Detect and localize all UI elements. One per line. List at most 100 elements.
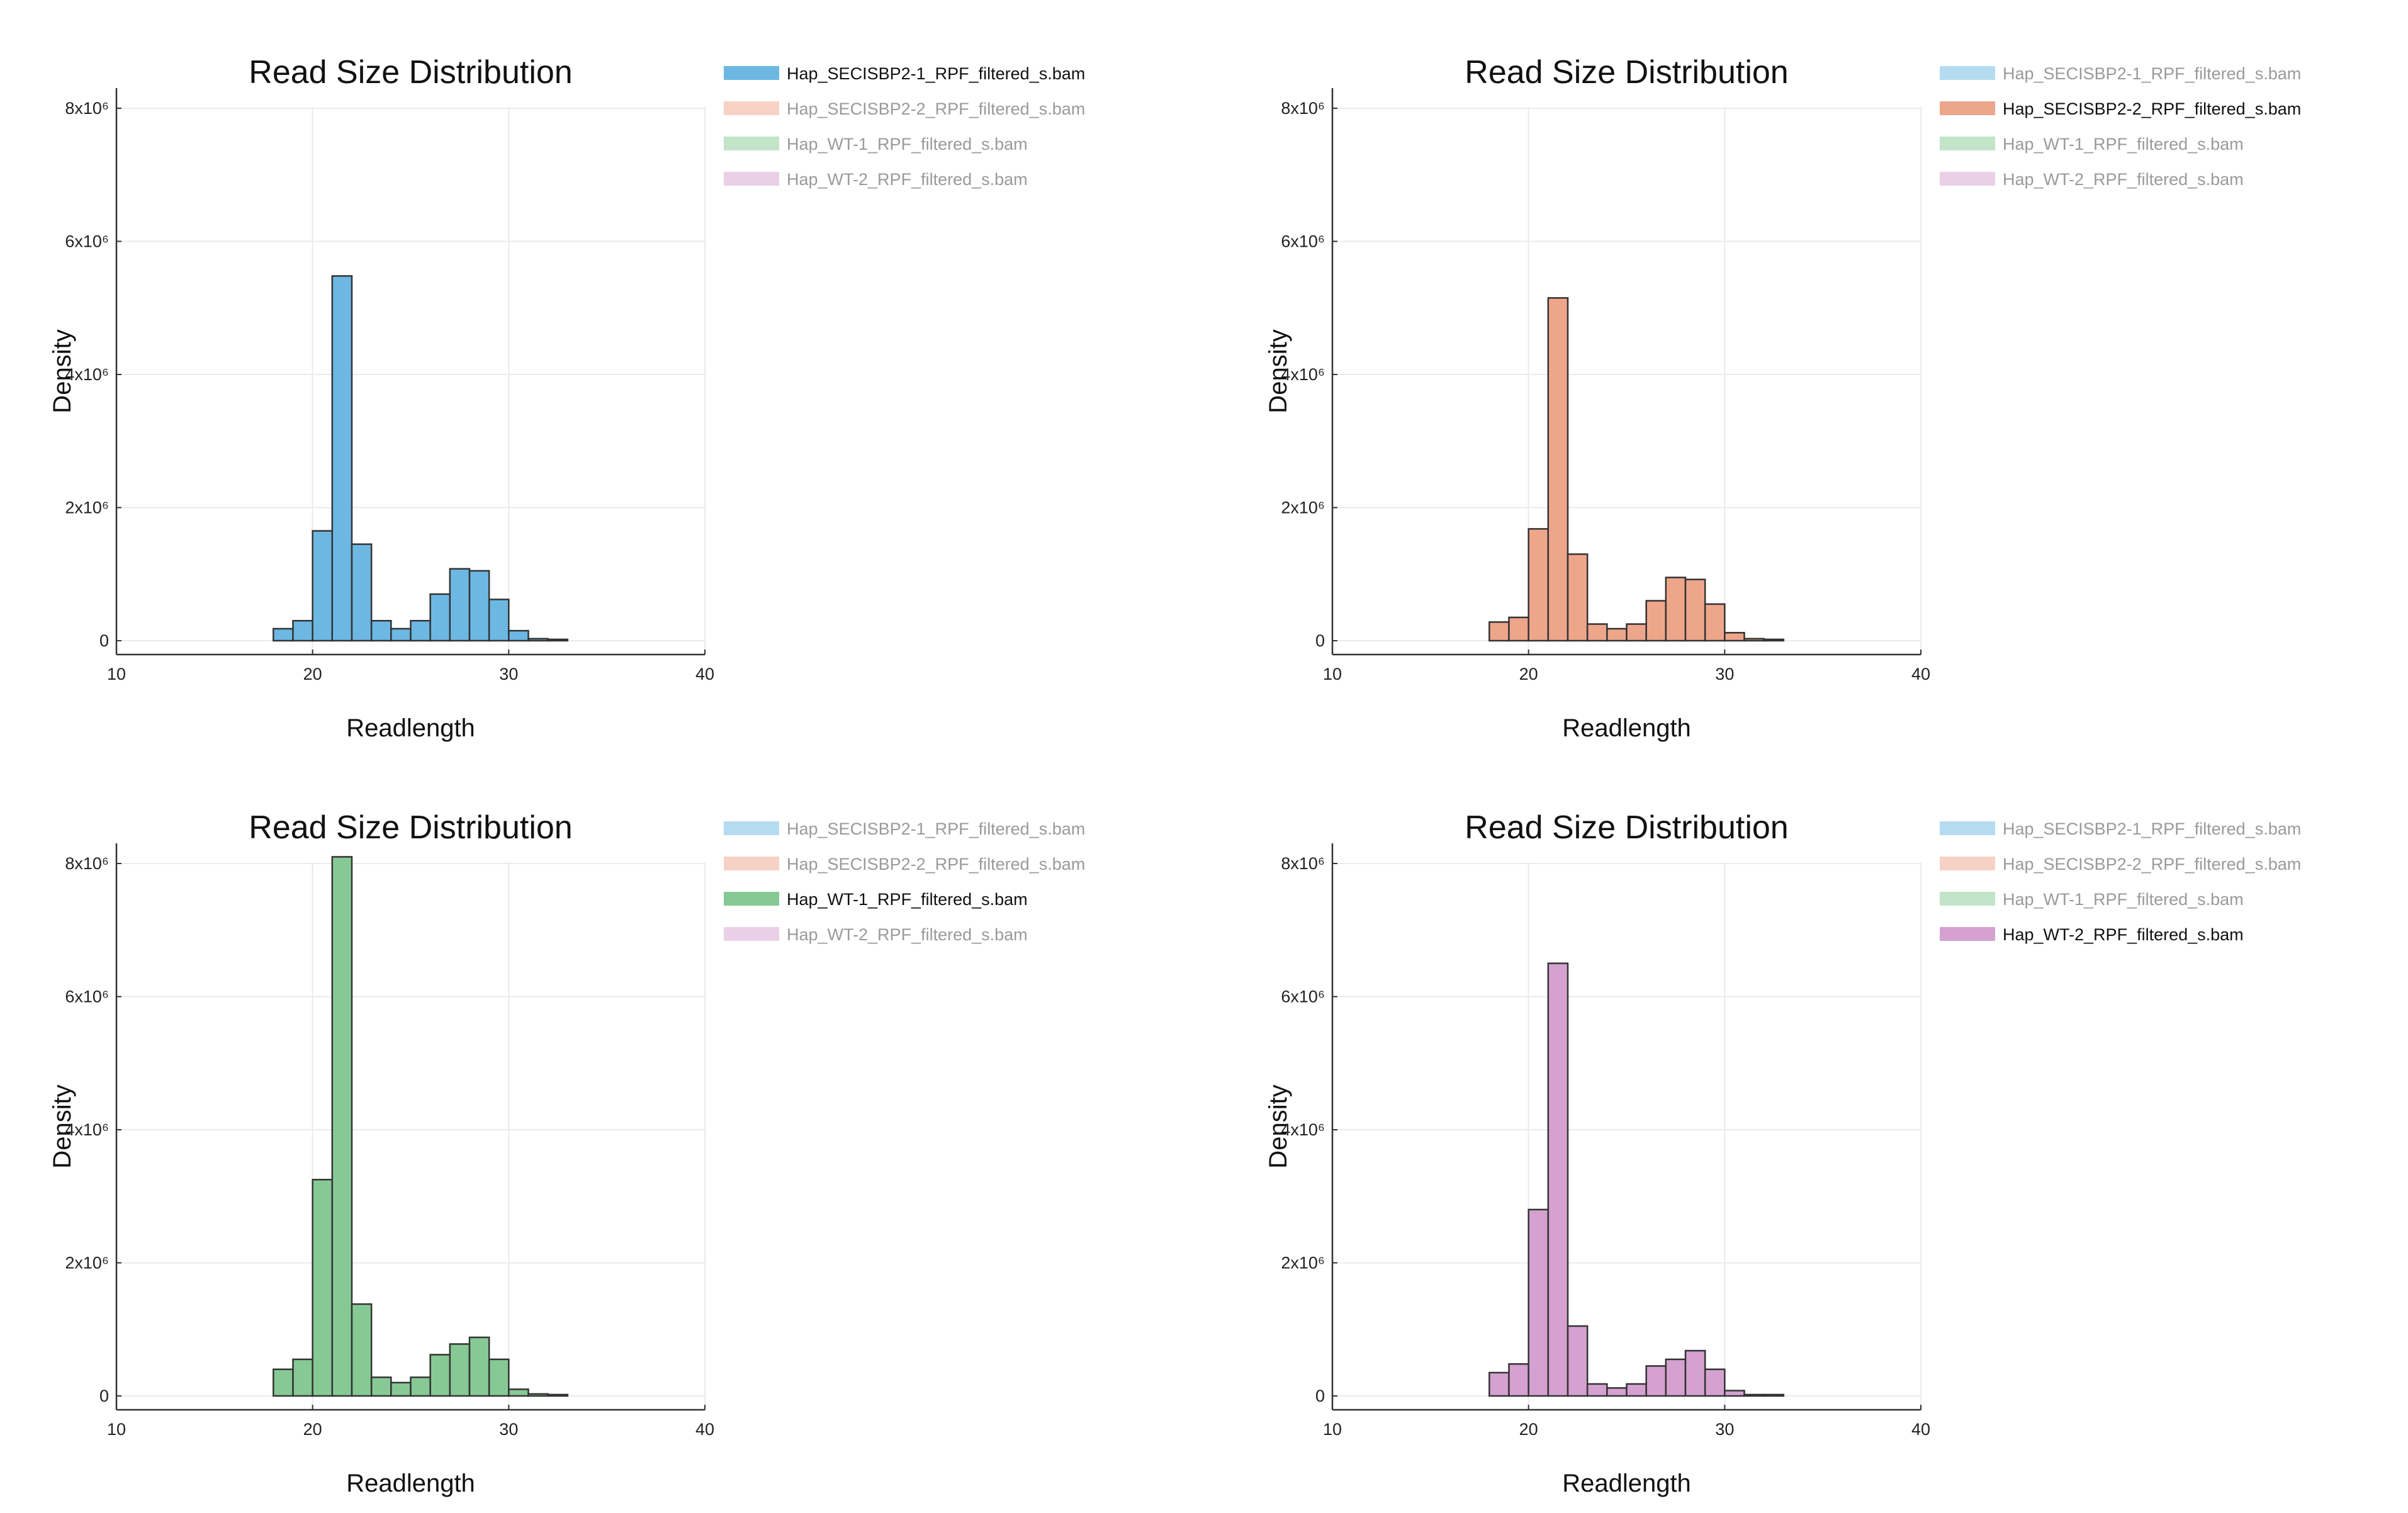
legend-swatch xyxy=(724,172,779,186)
histogram-bar xyxy=(370,620,392,642)
histogram-bar xyxy=(1724,632,1745,642)
legend-entry-label: Hap_WT-2_RPF_filtered_s.bam xyxy=(2003,925,2244,944)
legend: Hap_SECISBP2-1_RPF_filtered_s.bam Hap_SEC… xyxy=(724,64,1085,189)
x-tick-label: 30 xyxy=(1715,665,1734,683)
legend: Hap_SECISBP2-1_RPF_filtered_s.bam Hap_SEC… xyxy=(1940,819,2301,944)
legend-swatch xyxy=(724,101,779,115)
y-tick-label: 0 xyxy=(1315,1386,1325,1405)
y-tick-label: 0 xyxy=(99,631,109,650)
y-tick-label: 8x10⁶ xyxy=(65,854,109,873)
x-tick-label: 40 xyxy=(1911,665,1930,683)
histogram-bar xyxy=(370,1376,392,1397)
grid xyxy=(1332,107,1921,655)
histogram-bar xyxy=(488,1358,510,1397)
histogram-bar xyxy=(547,638,569,642)
histogram-bar xyxy=(273,627,294,642)
y-axis-label: Density xyxy=(48,329,76,413)
histogram-bar xyxy=(1645,600,1667,642)
histogram-bar xyxy=(351,543,373,642)
histogram-bar xyxy=(390,627,412,642)
y-axis-label: Density xyxy=(1264,329,1292,413)
histogram-bar xyxy=(1508,616,1529,642)
x-tick-label: 20 xyxy=(1519,665,1538,683)
legend-swatch xyxy=(724,892,779,906)
chart-title: Read Size Distribution xyxy=(1465,809,1788,846)
x-tick-label: 20 xyxy=(303,1420,322,1439)
y-tick-label: 2x10⁶ xyxy=(1281,1254,1325,1273)
legend-swatch xyxy=(724,857,779,870)
legend-entry-label: Hap_WT-1_RPF_filtered_s.bam xyxy=(2003,135,2244,154)
legend-entry-label: Hap_SECISBP2-1_RPF_filtered_s.bam xyxy=(2003,64,2301,83)
legend-swatch xyxy=(1940,857,1995,870)
histogram-bar xyxy=(1567,553,1589,642)
histogram-bar xyxy=(1704,1368,1726,1397)
x-axis-label: Readlength xyxy=(1562,714,1691,742)
legend-swatch xyxy=(1940,892,1995,906)
histogram-bars xyxy=(1488,962,1785,1397)
histogram-bar xyxy=(1488,621,1510,642)
legend-swatch xyxy=(1940,101,1995,115)
x-tick-label: 20 xyxy=(1519,1420,1538,1439)
histogram-bar xyxy=(1586,1383,1608,1397)
y-tick-label: 6x10⁶ xyxy=(1281,987,1325,1006)
chart-title: Read Size Distribution xyxy=(249,54,572,91)
legend-entry-label: Hap_SECISBP2-1_RPF_filtered_s.bam xyxy=(2003,819,2301,838)
histogram-bar xyxy=(410,620,431,642)
legend-entry-label: Hap_SECISBP2-1_RPF_filtered_s.bam xyxy=(787,64,1085,83)
histogram-bar xyxy=(1743,638,1765,642)
histogram-bars xyxy=(1488,297,1785,642)
legend-entry-label: Hap_WT-1_RPF_filtered_s.bam xyxy=(787,890,1028,909)
grid xyxy=(1332,862,1921,1410)
histogram-bar xyxy=(1547,297,1569,642)
legend-entry-label: Hap_WT-2_RPF_filtered_s.bam xyxy=(787,170,1028,189)
legend-swatch xyxy=(1940,66,1995,80)
y-tick-label: 6x10⁶ xyxy=(1281,232,1325,251)
histogram-bar xyxy=(449,1343,471,1397)
histogram-bar xyxy=(1665,577,1687,642)
y-tick-label: 6x10⁶ xyxy=(65,232,109,251)
histogram-bar xyxy=(1606,627,1628,642)
histogram-bar xyxy=(1665,1358,1687,1397)
legend-entry-label: Hap_SECISBP2-2_RPF_filtered_s.bam xyxy=(787,855,1085,874)
x-tick-label: 40 xyxy=(695,1420,714,1439)
histogram-bar xyxy=(312,1179,334,1397)
y-tick-label: 2x10⁶ xyxy=(1281,498,1325,517)
legend-entry-label: Hap_WT-1_RPF_filtered_s.bam xyxy=(2003,890,2244,909)
legend-swatch xyxy=(724,821,779,835)
histogram-bar xyxy=(449,568,471,642)
legend-entry-label: Hap_SECISBP2-1_RPF_filtered_s.bam xyxy=(787,819,1085,838)
y-tick-label: 4x10⁶ xyxy=(1281,365,1325,384)
legend-swatch xyxy=(1940,927,1995,941)
chart-panel: 10 20 30 40 0 2x10⁶ 4x10⁶ 6x10⁶ 8x10⁶ Read Size D… xyxy=(1264,54,2301,742)
histogram-bar xyxy=(1586,623,1608,642)
x-tick-label: 10 xyxy=(1323,1420,1342,1439)
legend-entry-label: Hap_SECISBP2-2_RPF_filtered_s.bam xyxy=(2003,855,2301,874)
y-tick-label: 4x10⁶ xyxy=(1281,1120,1325,1139)
chart-title: Read Size Distribution xyxy=(249,809,572,846)
histogram-bar xyxy=(1528,528,1550,642)
histogram-bar xyxy=(468,1336,490,1397)
y-tick-label: 0 xyxy=(1315,631,1325,650)
chart-panel: 10 20 30 40 0 2x10⁶ 4x10⁶ 6x10⁶ 8x10⁶ Read Size D… xyxy=(48,54,1085,742)
histogram-bars xyxy=(273,275,569,642)
legend-entry-label: Hap_SECISBP2-2_RPF_filtered_s.bam xyxy=(2003,99,2301,118)
histogram-bar xyxy=(1645,1365,1667,1397)
chart-panel: 10 20 30 40 0 2x10⁶ 4x10⁶ 6x10⁶ 8x10⁶ Read Size D… xyxy=(1264,809,2301,1497)
histogram-bar xyxy=(1626,623,1647,642)
y-tick-label: 2x10⁶ xyxy=(65,498,109,517)
histogram-bar xyxy=(331,275,353,642)
legend-swatch xyxy=(1940,821,1995,835)
legend-entry-label: Hap_SECISBP2-2_RPF_filtered_s.bam xyxy=(787,99,1085,118)
x-tick-label: 30 xyxy=(499,665,518,683)
legend-swatch xyxy=(724,137,779,150)
histogram-bar xyxy=(1606,1387,1628,1397)
histogram-bar xyxy=(488,599,510,642)
histogram-bar xyxy=(390,1381,412,1397)
histogram-bar xyxy=(1547,962,1569,1397)
histogram-bar xyxy=(1528,1208,1550,1397)
y-tick-label: 8x10⁶ xyxy=(1281,99,1325,118)
legend-entry-label: Hap_WT-2_RPF_filtered_s.bam xyxy=(787,925,1028,944)
x-tick-label: 30 xyxy=(1715,1420,1734,1439)
histogram-bar xyxy=(1488,1371,1510,1397)
x-tick-label: 30 xyxy=(499,1420,518,1439)
